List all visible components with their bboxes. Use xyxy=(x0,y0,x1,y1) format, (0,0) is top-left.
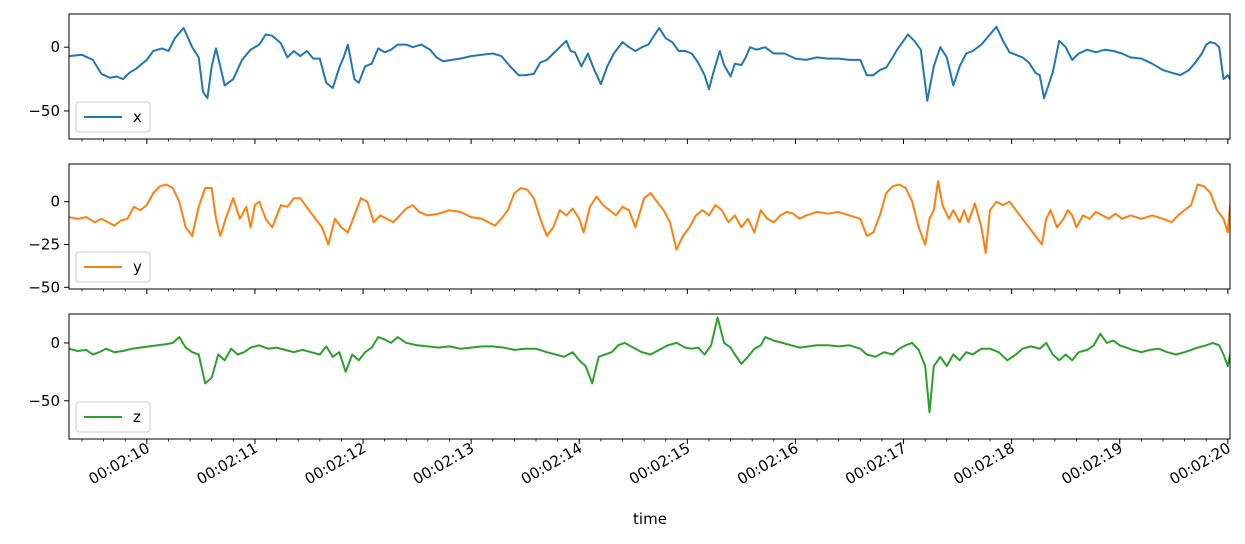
x-tick-label: 00:02:17 xyxy=(842,439,909,488)
legend-label-x: x xyxy=(133,108,142,126)
y-tick-label-z: 0 xyxy=(50,334,60,352)
legend-label-z: z xyxy=(133,408,141,426)
x-tick-label: 00:02:18 xyxy=(950,439,1017,488)
panel-frame-z xyxy=(68,313,1231,440)
series-line-y xyxy=(69,180,1230,254)
x-tick-label: 00:02:20 xyxy=(1166,439,1233,488)
x-tick-label: 00:02:11 xyxy=(194,439,261,488)
x-tick-label: 00:02:13 xyxy=(410,439,477,488)
y-tick-label-y: −50 xyxy=(28,278,60,296)
x-tick-label: 00:02:12 xyxy=(302,439,369,488)
x-tick-label: 00:02:10 xyxy=(85,439,152,488)
y-tick-label-y: 0 xyxy=(50,193,60,211)
x-tick-label: 00:02:15 xyxy=(626,439,693,488)
y-tick-label-z: −50 xyxy=(28,392,60,410)
x-tick-label: 00:02:19 xyxy=(1058,439,1125,488)
y-tick-label-x: 0 xyxy=(50,38,60,56)
x-tick-label: 00:02:14 xyxy=(518,439,585,488)
panel-frame-x xyxy=(68,13,1231,140)
y-tick-label-y: −25 xyxy=(28,235,60,253)
series-line-z xyxy=(69,316,1230,414)
x-axis-label: time xyxy=(633,510,667,528)
panel-frame-y xyxy=(68,163,1231,290)
legend-label-y: y xyxy=(133,258,142,276)
y-tick-label-x: −50 xyxy=(28,102,60,120)
x-tick-label: 00:02:16 xyxy=(734,439,801,488)
series-line-x xyxy=(69,25,1230,102)
